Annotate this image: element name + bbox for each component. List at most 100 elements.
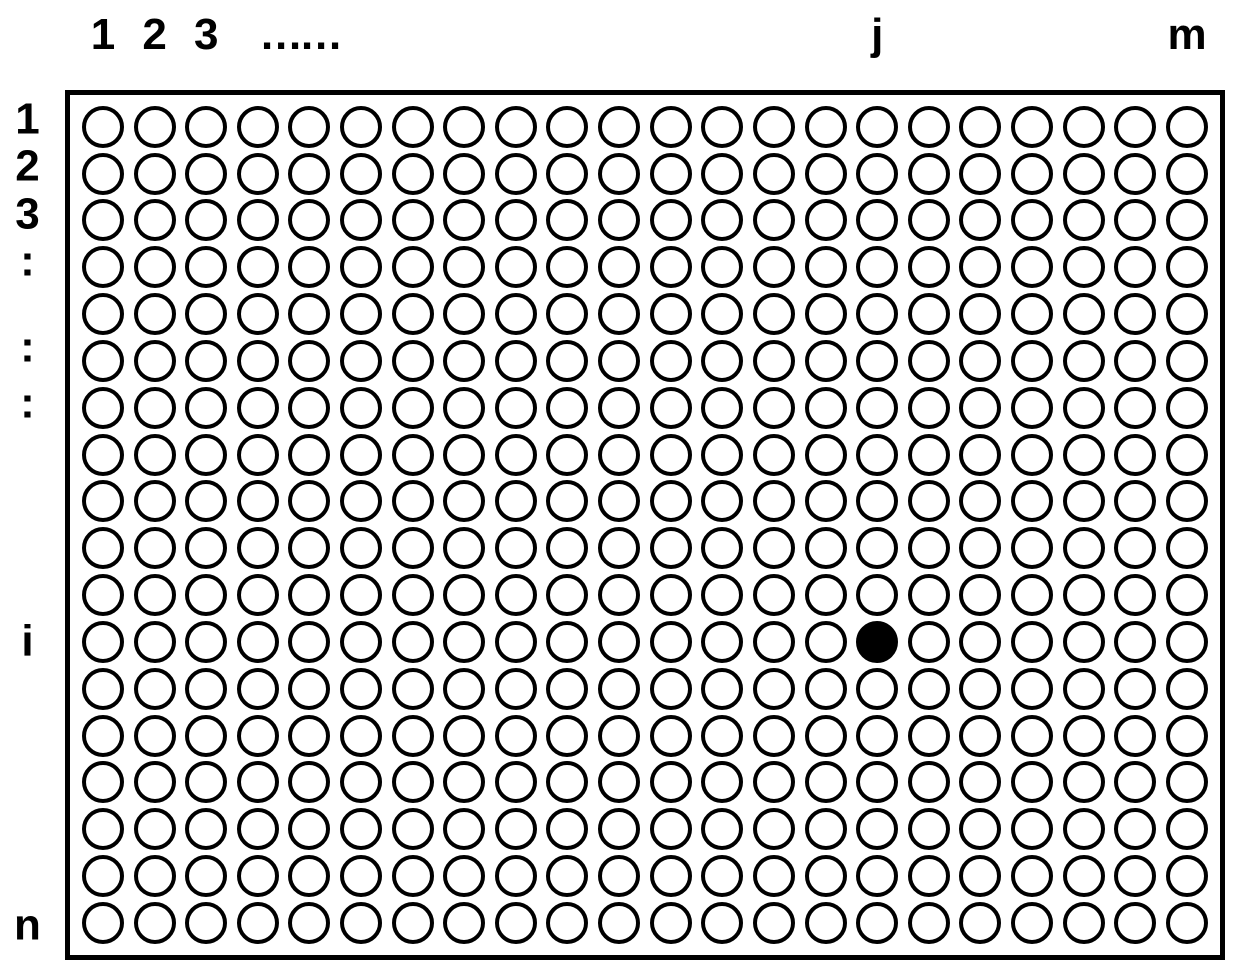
matrix-cell [1063, 761, 1105, 803]
matrix-cell [392, 574, 434, 616]
matrix-cell [805, 480, 847, 522]
matrix-cell [908, 434, 950, 476]
matrix-cell [1114, 340, 1156, 382]
matrix-cell [650, 293, 692, 335]
matrix-row [82, 199, 1208, 241]
matrix-cell [805, 715, 847, 757]
matrix-cell [1114, 761, 1156, 803]
matrix-cell [546, 808, 588, 850]
matrix-cell [185, 387, 227, 429]
matrix-cell [1063, 434, 1105, 476]
matrix-cell [340, 855, 382, 897]
matrix-cell [340, 527, 382, 569]
matrix-cell [237, 199, 279, 241]
matrix-cell [134, 902, 176, 944]
matrix-cell [185, 480, 227, 522]
matrix-cell [753, 293, 795, 335]
matrix-cell [1166, 246, 1208, 288]
matrix-row [82, 621, 1208, 663]
matrix-cell [495, 527, 537, 569]
matrix-cell [546, 715, 588, 757]
matrix-cell [908, 715, 950, 757]
matrix-row [82, 434, 1208, 476]
matrix-cell [495, 855, 537, 897]
matrix-cell [392, 527, 434, 569]
matrix-cell [1011, 199, 1053, 241]
matrix-cell [237, 246, 279, 288]
matrix-cell [908, 199, 950, 241]
matrix-cell [1166, 106, 1208, 148]
matrix-border [65, 90, 1225, 960]
matrix-cell [856, 106, 898, 148]
matrix-cell [546, 434, 588, 476]
row-label: : [0, 379, 55, 429]
matrix-row [82, 246, 1208, 288]
matrix-cell [288, 106, 330, 148]
matrix-cell [288, 668, 330, 710]
row-label: n [0, 901, 55, 951]
matrix-cell [443, 434, 485, 476]
matrix-cell [443, 902, 485, 944]
matrix-cell [1011, 574, 1053, 616]
matrix-cell [650, 106, 692, 148]
matrix-cell [1011, 480, 1053, 522]
matrix-cell [82, 574, 124, 616]
matrix-cell [237, 808, 279, 850]
matrix-cell [1166, 153, 1208, 195]
matrix-cell [701, 246, 743, 288]
matrix-cell [959, 293, 1001, 335]
matrix-cell [959, 621, 1001, 663]
matrix-cell [82, 434, 124, 476]
matrix-cell [856, 574, 898, 616]
row-label: 3 [0, 189, 55, 239]
matrix-cell [495, 902, 537, 944]
matrix-cell [856, 153, 898, 195]
matrix-cell [701, 434, 743, 476]
matrix-cell [82, 902, 124, 944]
matrix-cell [185, 106, 227, 148]
matrix-cell [443, 106, 485, 148]
matrix-cell [288, 527, 330, 569]
matrix-cell [134, 668, 176, 710]
matrix-cell [392, 199, 434, 241]
matrix-cell [340, 574, 382, 616]
matrix-cell [340, 106, 382, 148]
matrix-cell [959, 387, 1001, 429]
matrix-cell [1011, 387, 1053, 429]
matrix-cell [443, 246, 485, 288]
matrix-cell [340, 340, 382, 382]
matrix-cell [134, 340, 176, 382]
matrix-cell [959, 668, 1001, 710]
matrix-cell [1063, 668, 1105, 710]
matrix-cell [650, 761, 692, 803]
matrix-cell [1063, 340, 1105, 382]
matrix-cell [701, 293, 743, 335]
matrix-cell [1166, 668, 1208, 710]
matrix-cell [650, 855, 692, 897]
matrix-cell [340, 246, 382, 288]
matrix-cell [185, 246, 227, 288]
matrix-cell [856, 715, 898, 757]
matrix-cell [805, 621, 847, 663]
matrix-cell [443, 574, 485, 616]
matrix-cell [908, 668, 950, 710]
matrix-cell [1011, 106, 1053, 148]
matrix-cell [546, 902, 588, 944]
matrix-cell [546, 153, 588, 195]
matrix-cell [598, 199, 640, 241]
matrix-cell [1063, 153, 1105, 195]
matrix-cell [753, 106, 795, 148]
matrix-cell [1011, 715, 1053, 757]
matrix-cell [443, 808, 485, 850]
matrix-cell [1063, 106, 1105, 148]
matrix-cell [288, 153, 330, 195]
matrix-cell [1166, 574, 1208, 616]
matrix-cell [185, 434, 227, 476]
matrix-cell [392, 480, 434, 522]
matrix-cell [959, 527, 1001, 569]
matrix-cell [959, 434, 1001, 476]
matrix-cell [185, 527, 227, 569]
matrix-cell [805, 293, 847, 335]
matrix-cell [443, 761, 485, 803]
matrix-cell [805, 902, 847, 944]
